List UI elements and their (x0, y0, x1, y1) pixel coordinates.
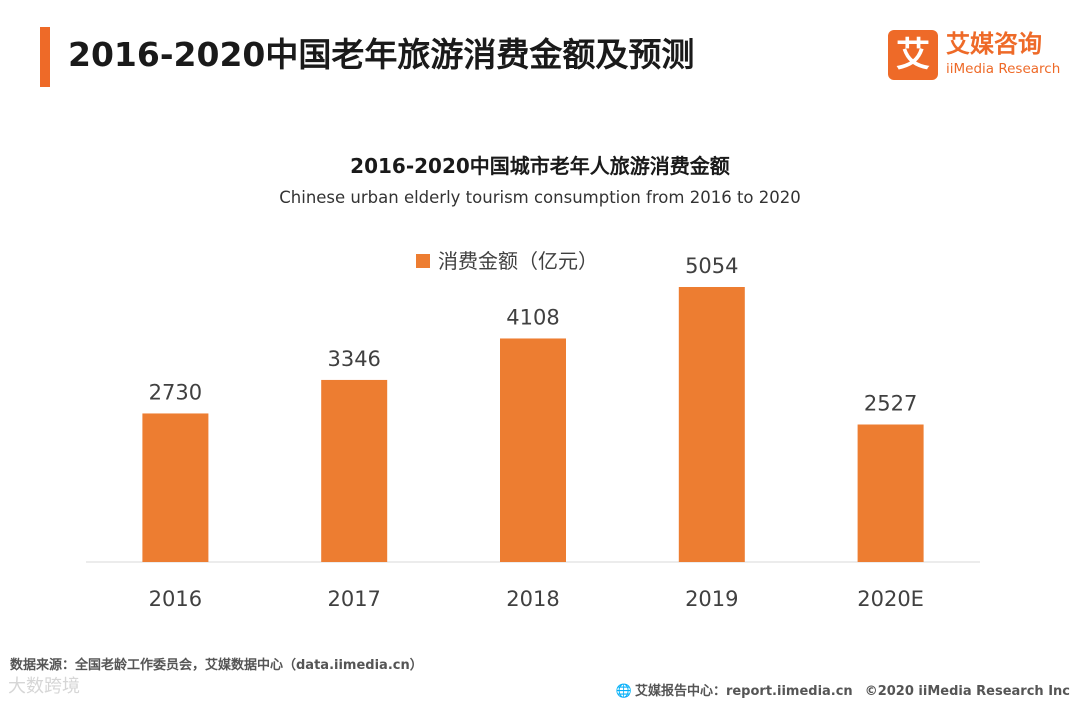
chart-title: 2016-2020中国城市老年人旅游消费金额 (350, 154, 730, 178)
logo-mark-icon: 艾 (888, 30, 938, 80)
x-tick-label-2018: 2018 (506, 587, 559, 611)
bar-2020E (857, 424, 924, 562)
title-accent-bar (40, 27, 50, 87)
data-label-2016: 2730 (149, 380, 202, 404)
x-tick-label-2016: 2016 (149, 587, 202, 611)
x-tick-label-2019: 2019 (685, 587, 738, 611)
data-label-2020E: 2527 (864, 392, 917, 416)
data-source: 数据来源：全国老龄工作委员会，艾媒数据中心（data.iimedia.cn） (10, 658, 423, 673)
bar-2017 (321, 379, 388, 562)
footer-credits: 🌐 艾媒报告中心：report.iimedia.cn ©2020 iiMedia R… (616, 680, 1070, 699)
copyright: ©2020 iiMedia Research Inc (864, 684, 1070, 699)
logo-name-en: iiMedia Research (946, 61, 1061, 77)
data-label-2018: 4108 (506, 305, 559, 329)
bar-2018 (500, 338, 566, 562)
watermark: 大数跨境 (8, 676, 80, 697)
x-tick-label-2020E: 2020E (857, 587, 924, 611)
x-tick-label-2017: 2017 (327, 587, 380, 611)
chart-subtitle: Chinese urban elderly tourism consumptio… (279, 188, 801, 207)
report-center-link[interactable]: 艾媒报告中心：report.iimedia.cn (634, 684, 853, 699)
bar-2019 (678, 287, 745, 562)
iimedia-logo: 艾 艾媒咨询 iiMedia Research (888, 30, 1068, 82)
data-label-2019: 5054 (685, 254, 738, 278)
page-title: 2016-2020中国老年旅游消费金额及预测 (68, 35, 695, 74)
globe-icon: 🌐 (615, 684, 632, 699)
bar-2016 (142, 413, 209, 562)
legend-swatch (416, 254, 430, 268)
legend-label: 消费金额（亿元） (438, 249, 598, 273)
data-label-2017: 3346 (327, 347, 380, 371)
logo-name-cn: 艾媒咨询 (946, 30, 1042, 58)
